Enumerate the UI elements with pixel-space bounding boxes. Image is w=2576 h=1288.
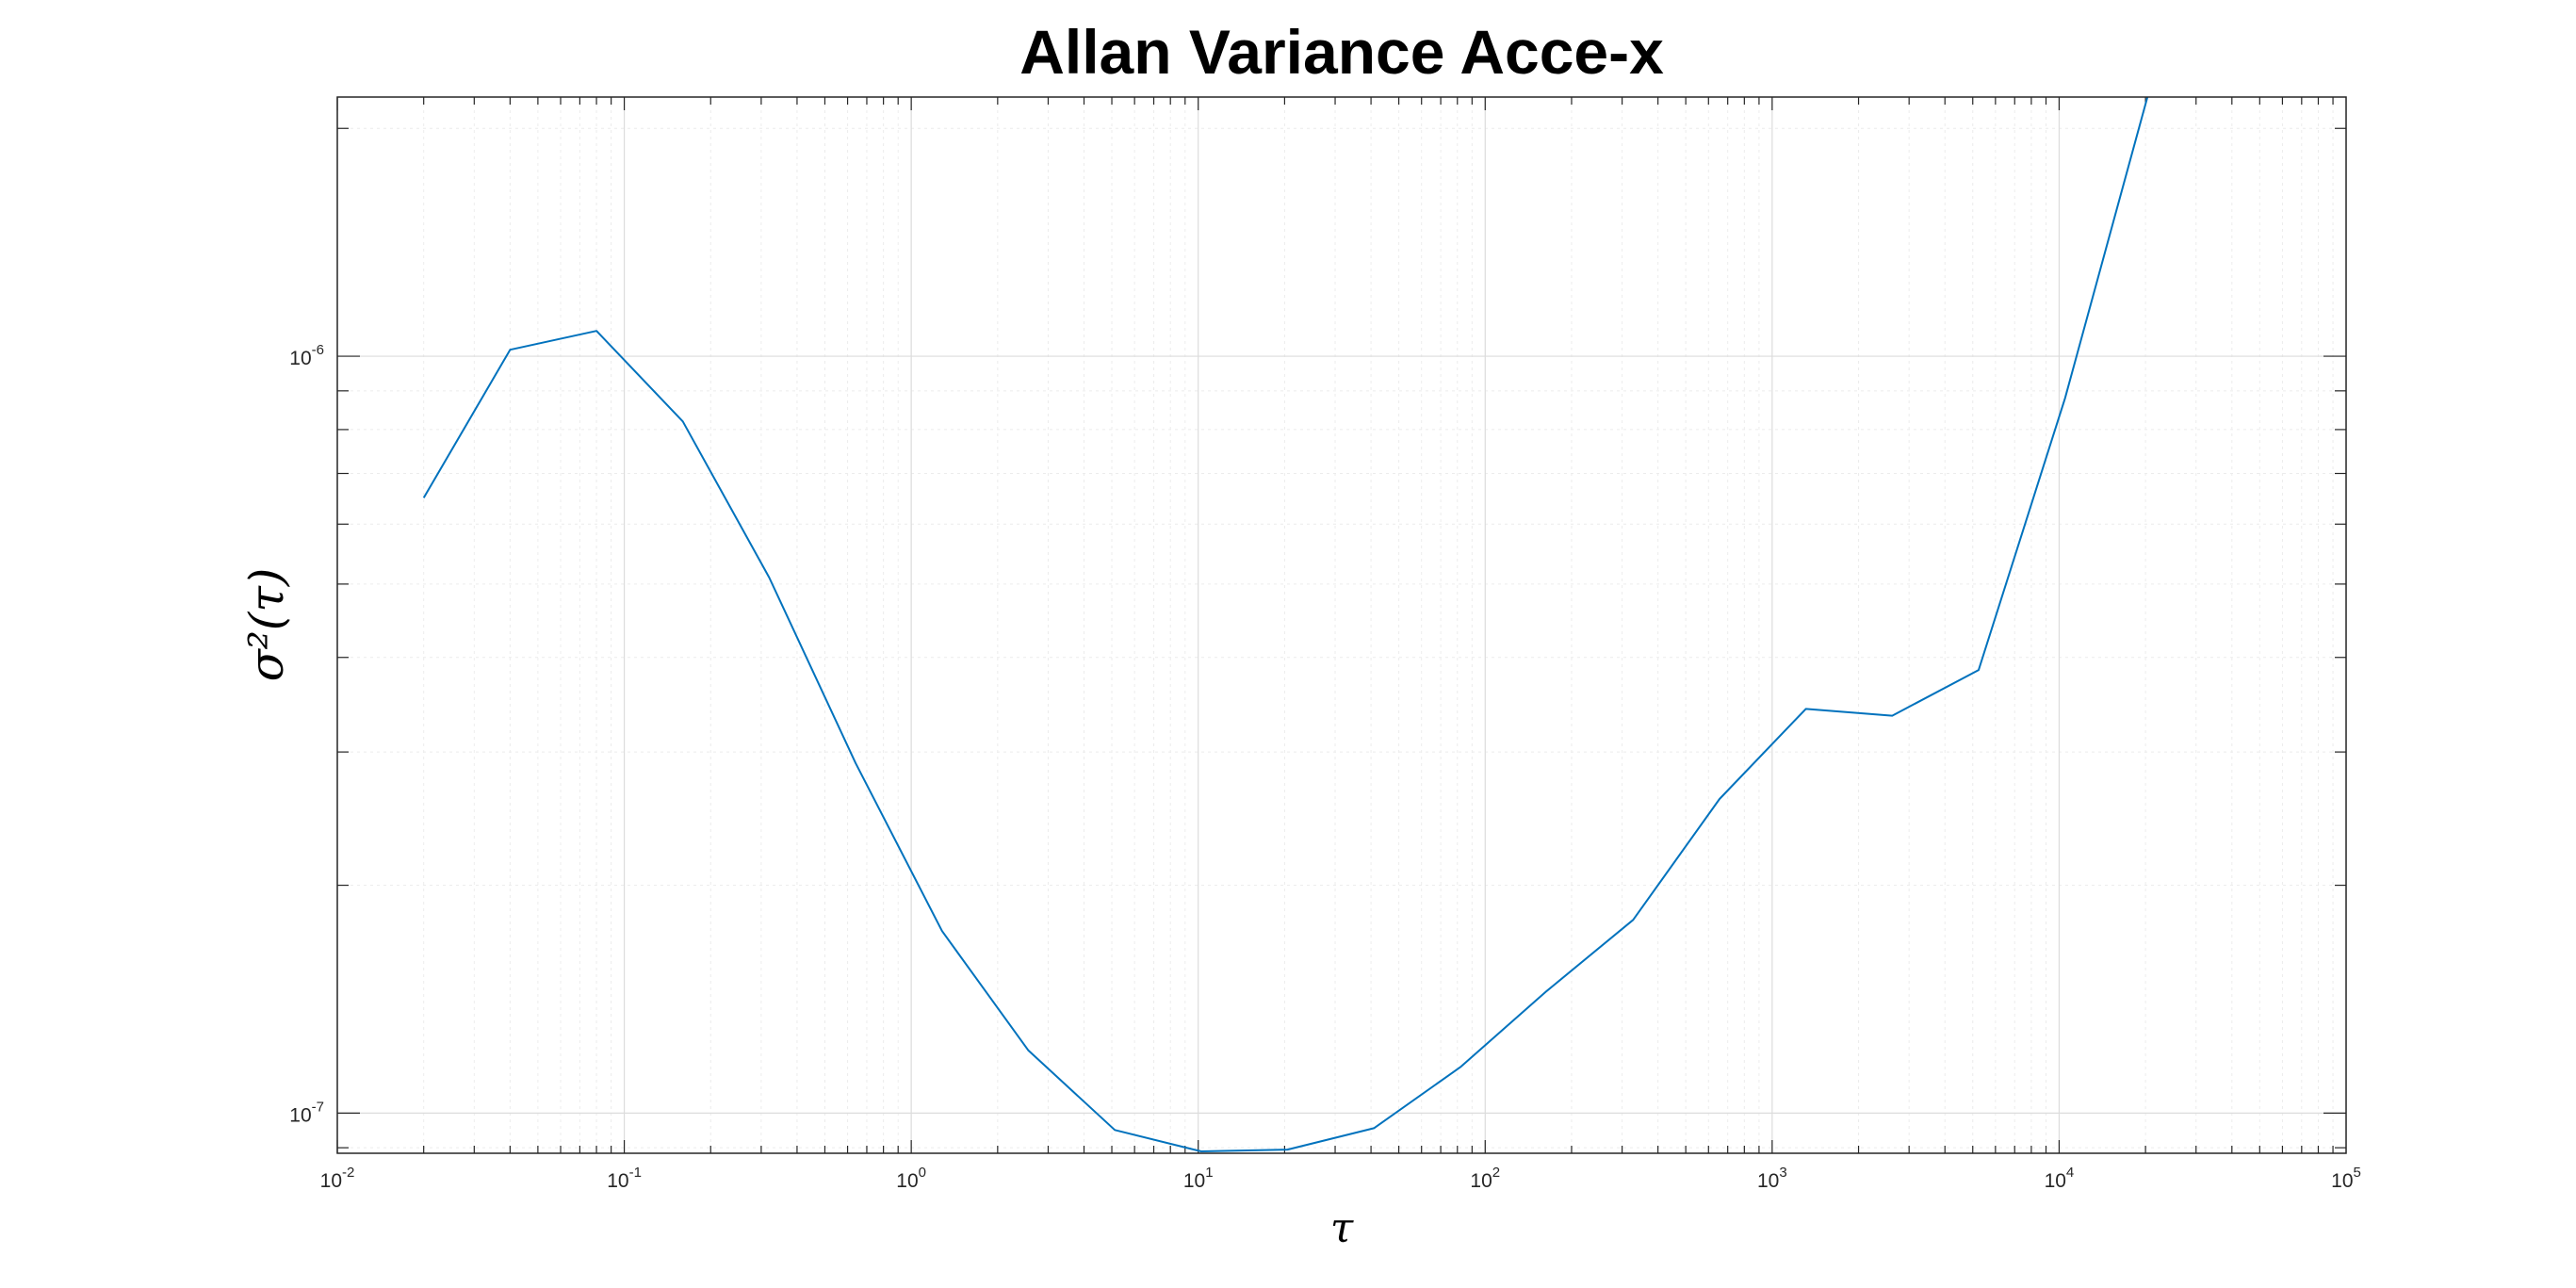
minor-grid (337, 97, 2346, 1153)
axis-ticks (336, 97, 2346, 1153)
x-tick-label: 105 (2331, 1165, 2361, 1192)
y-tick-labels: 10-7 10-6 (289, 342, 324, 1126)
x-tick-label: 10-2 (320, 1165, 355, 1192)
y-tick-label: 10-7 (289, 1099, 324, 1126)
y-tick-label: 10-6 (289, 342, 324, 369)
x-tick-label: 101 (1183, 1165, 1214, 1192)
x-tick-label: 100 (896, 1165, 926, 1192)
x-tick-label: 103 (1757, 1165, 1787, 1192)
plot-area (337, 97, 2346, 1153)
series-line (422, 97, 2149, 1152)
x-tick-labels: 10-2 10-1 100 101 102 103 104 105 (320, 1165, 2361, 1192)
x-tick-label: 104 (2045, 1165, 2075, 1192)
x-tick-label: 10-1 (607, 1165, 642, 1192)
x-axis-label: τ (1330, 1204, 1354, 1252)
chart-title: Allan Variance Acce-x (1019, 17, 1664, 87)
axes-box (336, 96, 2347, 1154)
y-axis-label: σ²(τ) (239, 568, 294, 682)
x-tick-label: 102 (1470, 1165, 1500, 1192)
